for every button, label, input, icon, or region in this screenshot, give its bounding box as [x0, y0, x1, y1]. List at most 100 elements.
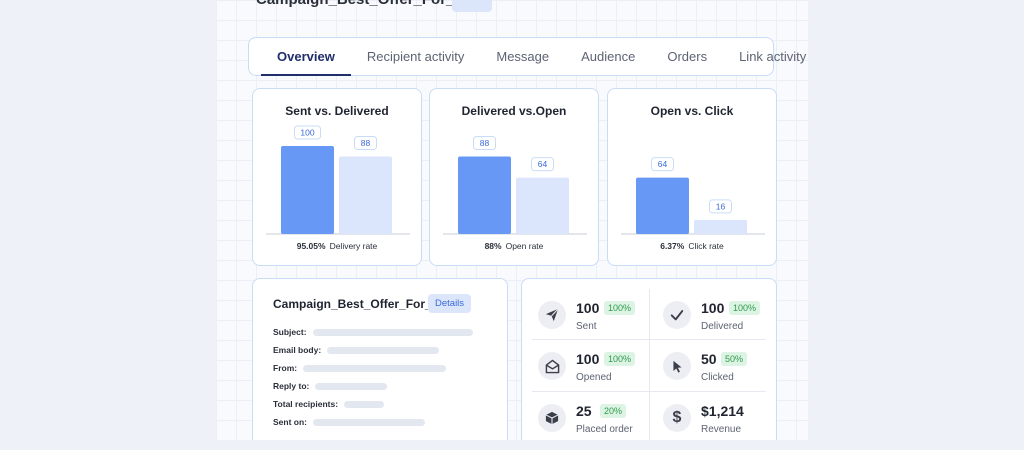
campaign-details-card: Campaign_Best_Offer_For_You Details Subj…: [252, 278, 508, 440]
chart-delivered-open: 88 64: [443, 136, 587, 235]
check-icon: [663, 301, 691, 329]
campaign-report-canvas: Campaign_Best_Offer_For_You Overview Rec…: [216, 0, 808, 440]
chart-footer: 88% Open rate: [430, 241, 598, 251]
data-label: 64: [658, 159, 668, 169]
tab-link-activity[interactable]: Link activity: [739, 49, 807, 64]
status-badge: [452, 0, 492, 12]
data-label-box: [473, 136, 496, 151]
stat-label: Opened: [576, 372, 612, 383]
divider: [649, 289, 650, 440]
stat-value: $1,214: [701, 403, 744, 419]
chart-card-sent-delivered: Sent vs. Delivered 100 88 95.05% Delivery …: [252, 88, 422, 266]
field-placeholder: [315, 382, 388, 390]
chart-title: Open vs. Click: [650, 104, 734, 118]
field-placeholder: [312, 328, 473, 336]
stat-value: 25: [576, 403, 592, 419]
stat-opened: 100 100% Opened: [526, 342, 644, 390]
rate-value: 95.05%: [296, 241, 326, 251]
divider: [532, 339, 766, 340]
data-label-box: [531, 157, 554, 172]
rate-value: 6.37%: [660, 241, 685, 251]
chart-card-open-click: Open vs. Click 64 16 6.37% Click rate: [607, 88, 777, 266]
chart-footer: 6.37% Click rate: [608, 241, 776, 251]
stat-label: Delivered: [701, 321, 744, 332]
cursor-icon: [663, 352, 691, 380]
page-title: Campaign_Best_Offer_For_You: [256, 0, 482, 8]
chart-bar: [458, 156, 511, 234]
field-email-body: Email body:: [273, 345, 440, 355]
field-placeholder: [344, 400, 385, 408]
rate-label: Open rate: [505, 241, 544, 251]
field-label: Email body:: [273, 345, 322, 355]
paper-plane-icon: [538, 301, 566, 329]
data-label: 64: [538, 159, 548, 169]
stat-percentage: 100%: [604, 352, 636, 366]
stat-label: Sent: [576, 321, 597, 332]
campaign-name: Campaign_Best_Offer_For_You: [273, 297, 454, 311]
stat-label: Placed order: [576, 424, 633, 435]
data-label-box: [354, 136, 377, 151]
data-label: 88: [361, 138, 371, 148]
chart-open-click: 64 16: [621, 157, 765, 235]
tab-message[interactable]: Message: [496, 49, 550, 64]
tab-bar: Overview Recipient activity Message Audi…: [248, 37, 806, 76]
data-label: 100: [300, 128, 314, 138]
field-sent-on: Sent on:: [273, 417, 425, 427]
chart-sent-delivered: 100 88: [266, 125, 410, 235]
rate-label: Delivery rate: [329, 241, 378, 251]
chart-title: Delivered vs.Open: [461, 104, 567, 118]
stat-value: 100: [576, 351, 600, 367]
dollar-icon: $: [663, 404, 691, 432]
rate-value: 88%: [484, 241, 502, 251]
data-label-box: [709, 199, 732, 214]
envelope-open-icon: [538, 352, 566, 380]
stat-clicked: 50 50% Clicked: [651, 342, 769, 390]
field-label: Total recipients:: [273, 399, 339, 409]
stat-percentage: 20%: [600, 404, 627, 418]
field-placeholder: [313, 418, 425, 426]
stat-placed-order: 25 20% Placed order: [526, 394, 644, 440]
chart-footer: 95.05% Delivery rate: [253, 241, 421, 251]
data-label-box: [651, 157, 674, 172]
field-total-recipients: Total recipients:: [273, 399, 385, 409]
field-placeholder: [327, 346, 440, 354]
tab-audience[interactable]: Audience: [581, 49, 636, 64]
stat-percentage: 100%: [729, 301, 761, 315]
stat-percentage: 100%: [604, 301, 636, 315]
chart-title: Sent vs. Delivered: [285, 104, 389, 118]
chart-bar: [516, 177, 569, 234]
field-placeholder: [303, 364, 447, 372]
tab-recipient-activity[interactable]: Recipient activity: [366, 49, 465, 64]
data-label: 88: [480, 138, 490, 148]
stat-value: 50: [701, 351, 717, 367]
chart-bar: [636, 177, 689, 234]
field-label: Reply to:: [273, 381, 310, 391]
tab-orders[interactable]: Orders: [667, 49, 708, 64]
field-from: From:: [273, 363, 447, 373]
chart-card-delivered-open: Delivered vs.Open 88 64 88% Open rate: [429, 88, 599, 266]
field-label: Sent on:: [273, 417, 307, 427]
stat-percentage: 50%: [721, 352, 748, 366]
stats-card: 100 100% Sent 100 100% Delivered 100 100…: [521, 278, 777, 440]
box-icon: [538, 404, 566, 432]
stat-value: 100: [576, 300, 600, 316]
rate-label: Click rate: [688, 241, 724, 251]
data-label: 16: [716, 201, 726, 211]
divider: [532, 391, 766, 392]
tab-overview[interactable]: Overview: [261, 38, 351, 76]
field-label: From:: [273, 363, 298, 373]
stat-delivered: 100 100% Delivered: [651, 291, 769, 339]
stat-revenue: $ $1,214 Revenue: [651, 394, 769, 440]
data-label-box: [294, 125, 321, 140]
stat-sent: 100 100% Sent: [526, 291, 644, 339]
chart-bar: [339, 156, 392, 234]
chart-bar: [281, 146, 334, 234]
stat-label: Revenue: [701, 424, 742, 435]
stat-label: Clicked: [701, 372, 734, 383]
field-reply-to: Reply to:: [273, 381, 388, 391]
stat-value: 100: [701, 300, 725, 316]
field-subject: Subject:: [273, 327, 473, 337]
details-button[interactable]: Details: [428, 294, 472, 313]
field-label: Subject:: [273, 327, 307, 337]
chart-bar: [694, 219, 747, 234]
